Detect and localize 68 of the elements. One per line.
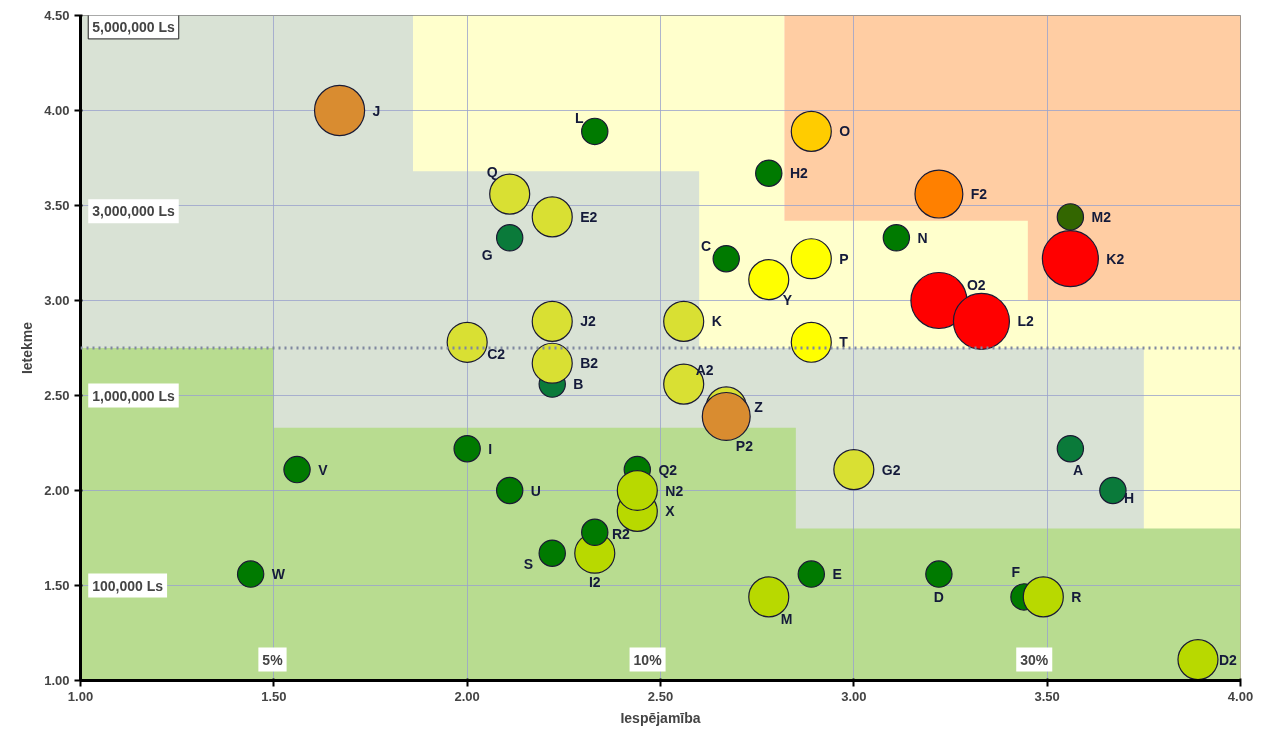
series-label: U (530, 482, 541, 499)
series-label: E2 (580, 208, 598, 225)
series-label: P2 (735, 438, 754, 455)
annotation: 1,000,000 Ls (92, 387, 175, 404)
series-label: F (1011, 563, 1021, 580)
y-tick-label: 4.50 (44, 8, 70, 23)
series-label: M (780, 610, 793, 627)
annotation: 100,000 Ls (92, 577, 164, 594)
x-tick-label: 3.50 (1034, 688, 1060, 704)
series-label: B (573, 376, 584, 393)
x-tick-label: 3.00 (841, 688, 867, 704)
series-label: K2 (1106, 250, 1125, 267)
series-label: I (488, 440, 493, 457)
series-label: N2 (665, 482, 684, 499)
x-tick-label: 4.00 (1227, 688, 1254, 704)
series-label: E (832, 566, 842, 583)
series-label: W (271, 566, 286, 583)
series-label: F2 (970, 186, 988, 203)
series-label: P (839, 250, 849, 267)
series-label: O (839, 123, 851, 140)
series-label: R (1071, 588, 1082, 605)
series-label: C (700, 237, 712, 254)
series-label: H2 (789, 165, 809, 182)
y-tick-label: 1.00 (44, 673, 70, 688)
x-tick-label: 1.50 (261, 688, 287, 704)
series-label: B2 (580, 355, 599, 372)
series-label: L (575, 109, 585, 126)
series-label: Q (486, 164, 498, 181)
annotation: 10% (633, 651, 663, 668)
series-label: X (665, 503, 676, 520)
series-label: D (933, 589, 944, 606)
y-tick-label: 1.50 (44, 578, 70, 593)
series-label: G (481, 246, 493, 263)
series-label: O2 (966, 276, 986, 293)
annotation: 3,000,000 Ls (92, 203, 175, 220)
series-label: L2 (1017, 313, 1034, 330)
x-tick-label: 1.00 (67, 688, 94, 704)
x-tick-label: 2.00 (454, 688, 480, 704)
series-label: Y (782, 291, 793, 308)
series-label: K (711, 313, 722, 330)
series-label: Q2 (658, 461, 678, 478)
y-tick-label: 2.00 (44, 483, 70, 498)
series-label: S (523, 555, 534, 572)
series-label: N (917, 229, 928, 246)
series-label: D2 (1218, 651, 1238, 668)
series-label: G2 (881, 461, 901, 478)
annotation: 30% (1020, 651, 1049, 668)
series-label: R2 (611, 526, 631, 543)
series-label: Z (754, 398, 764, 415)
annotation: 5,000,000 Ls (92, 18, 175, 35)
series-label: H (1124, 490, 1135, 507)
series-label: V (318, 461, 329, 478)
annotation: 5% (262, 651, 284, 668)
series-label: I2 (588, 574, 601, 591)
y-axis-title: Ietekme (19, 321, 36, 375)
x-axis-title: Iespējamība (620, 709, 701, 726)
series-label: A2 (695, 362, 714, 379)
series-label: J2 (580, 313, 597, 330)
y-tick-label: 4.00 (44, 103, 70, 118)
y-tick-label: 2.50 (44, 388, 70, 403)
y-tick-label: 3.00 (44, 293, 70, 308)
series-label: C2 (487, 346, 506, 363)
series-label: T (839, 334, 849, 351)
x-tick-label: 2.50 (647, 688, 674, 704)
series-label: A (1072, 461, 1084, 478)
series-label: M2 (1091, 208, 1112, 225)
y-tick-label: 3.50 (44, 198, 70, 213)
series-label: J (372, 102, 381, 119)
